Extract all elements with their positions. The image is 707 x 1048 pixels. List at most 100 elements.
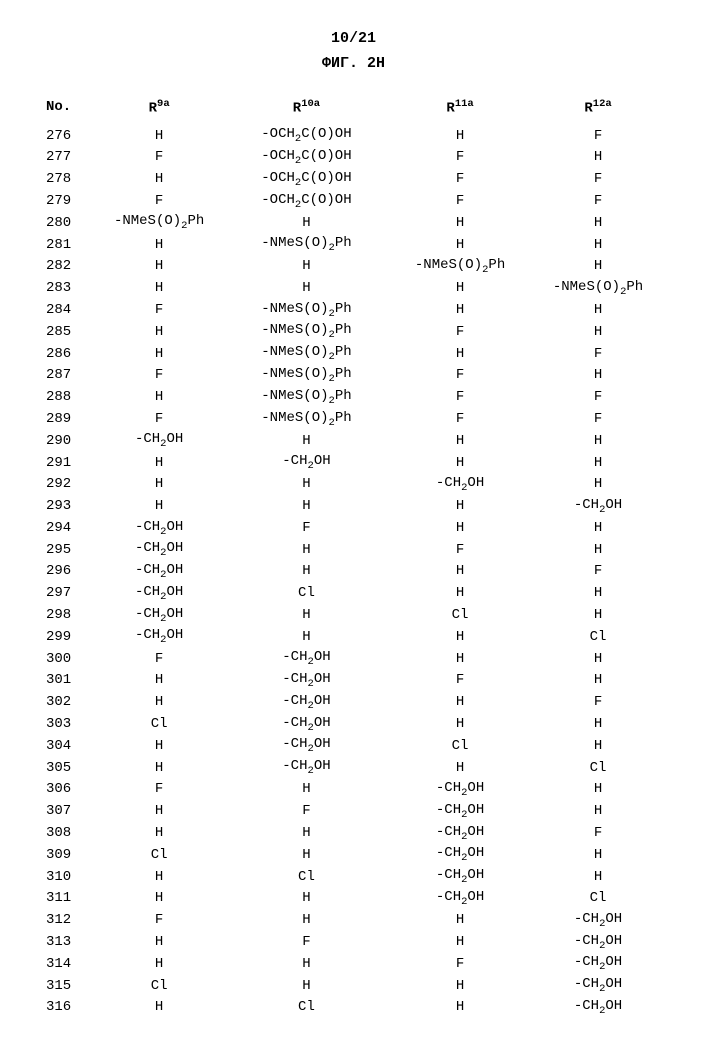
cell-value: Cl [391,735,529,757]
cell-value: H [96,670,221,692]
table-row: 306FH-CH2OHH [40,779,667,801]
cell-value: H [96,495,221,517]
cell-value: H [96,168,221,190]
cell-value: F [391,190,529,212]
cell-value: H [391,430,529,452]
cell-value: -CH2OH [529,931,667,953]
cell-no: 288 [40,386,96,408]
cell-value: F [391,386,529,408]
cell-value: -NMeS(O)2Ph [96,212,221,234]
table-row: 297-CH2OHClHH [40,582,667,604]
cell-value: F [391,539,529,561]
cell-value: -NMeS(O)2Ph [391,255,529,277]
table-row: 304H-CH2OHClH [40,735,667,757]
table-row: 301H-CH2OHFH [40,670,667,692]
table-row: 310HCl-CH2OHH [40,866,667,888]
cell-no: 299 [40,626,96,648]
cell-value: F [222,517,391,539]
table-row: 298-CH2OHHClH [40,604,667,626]
table-row: 291H-CH2OHHH [40,452,667,474]
cell-value: Cl [529,757,667,779]
cell-value: H [96,255,221,277]
cell-value: F [222,931,391,953]
cell-value: -OCH2C(O)OH [222,190,391,212]
cell-no: 286 [40,343,96,365]
cell-value: H [96,321,221,343]
cell-no: 281 [40,234,96,256]
cell-value: H [529,670,667,692]
cell-value: H [391,626,529,648]
cell-value: F [529,408,667,430]
cell-value: H [96,735,221,757]
cell-value: H [391,648,529,670]
cell-value: -CH2OH [222,735,391,757]
cell-value: H [222,975,391,997]
cell-value: H [96,386,221,408]
cell-value: -CH2OH [222,713,391,735]
cell-value: H [96,800,221,822]
table-row: 282HH-NMeS(O)2PhH [40,255,667,277]
table-row: 293HHH-CH2OH [40,495,667,517]
cell-value: -NMeS(O)2Ph [222,234,391,256]
col-header-r9a: R9a [96,94,221,125]
table-row: 315ClHH-CH2OH [40,975,667,997]
table-row: 295-CH2OHHFH [40,539,667,561]
cell-no: 289 [40,408,96,430]
table-row: 302H-CH2OHHF [40,691,667,713]
cell-no: 310 [40,866,96,888]
cell-value: H [391,691,529,713]
cell-value: F [391,168,529,190]
cell-value: H [222,626,391,648]
cell-value: -CH2OH [529,975,667,997]
cell-value: H [391,517,529,539]
cell-value: H [96,931,221,953]
cell-no: 297 [40,582,96,604]
table-row: 285H-NMeS(O)2PhFH [40,321,667,343]
cell-no: 279 [40,190,96,212]
cell-value: -CH2OH [529,495,667,517]
table-row: 296-CH2OHHHF [40,561,667,583]
cell-value: H [391,212,529,234]
table-row: 279F-OCH2C(O)OHFF [40,190,667,212]
table-row: 305H-CH2OHHCl [40,757,667,779]
cell-no: 292 [40,473,96,495]
cell-no: 302 [40,691,96,713]
cell-value: H [391,561,529,583]
cell-value: F [529,190,667,212]
cell-value: H [96,866,221,888]
cell-value: H [391,909,529,931]
cell-value: -CH2OH [529,953,667,975]
cell-no: 314 [40,953,96,975]
cell-value: -CH2OH [391,779,529,801]
cell-no: 311 [40,888,96,910]
col-header-r12a: R12a [529,94,667,125]
cell-value: -CH2OH [96,430,221,452]
cell-no: 309 [40,844,96,866]
cell-value: H [529,779,667,801]
table-row: 312FHH-CH2OH [40,909,667,931]
table-header-row: No. R9a R10a R11a R12a [40,94,667,125]
cell-value: H [529,517,667,539]
cell-no: 293 [40,495,96,517]
table-row: 286H-NMeS(O)2PhHF [40,343,667,365]
cell-value: H [529,430,667,452]
cell-value: F [391,953,529,975]
table-row: 292HH-CH2OHH [40,473,667,495]
cell-value: -CH2OH [222,757,391,779]
cell-value: Cl [96,844,221,866]
table-row: 289F-NMeS(O)2PhFF [40,408,667,430]
cell-value: H [529,234,667,256]
cell-value: F [391,321,529,343]
cell-no: 308 [40,822,96,844]
cell-value: H [222,888,391,910]
cell-value: -CH2OH [222,452,391,474]
cell-value: H [529,582,667,604]
cell-value: F [391,146,529,168]
cell-value: Cl [96,713,221,735]
cell-value: -CH2OH [96,626,221,648]
table-row: 311HH-CH2OHCl [40,888,667,910]
cell-value: H [96,343,221,365]
cell-value: Cl [529,626,667,648]
cell-value: H [96,953,221,975]
cell-value: H [222,430,391,452]
